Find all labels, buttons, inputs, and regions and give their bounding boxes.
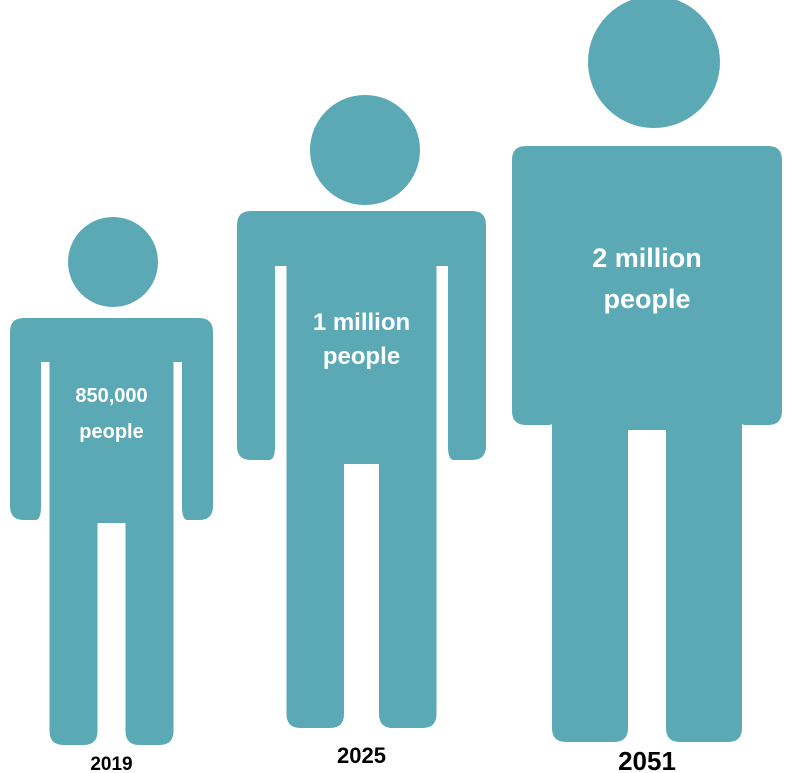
year-label-2019: 2019: [90, 754, 132, 773]
person-label-2051-line-2: people: [603, 284, 690, 314]
person-label-2025-line-1: 1 million: [313, 309, 410, 336]
person-label-2025-line-2: people: [323, 343, 400, 370]
person-body-2051: [512, 146, 782, 742]
person-label-2019-line-1: 850,000: [75, 385, 147, 407]
person-body-2019: [10, 318, 213, 745]
person-figure-2019: 850,000 people 2019: [10, 217, 213, 773]
person-figure-2051: 2 million people 2051: [512, 0, 782, 773]
person-head-2025: [310, 95, 420, 205]
year-label-2051: 2051: [618, 746, 676, 773]
year-label-2025: 2025: [337, 743, 386, 768]
person-head-2051: [588, 0, 720, 128]
person-head-2019: [68, 217, 158, 307]
person-label-2019-line-2: people: [79, 421, 143, 443]
person-label-2051-line-1: 2 million: [592, 243, 702, 273]
person-body-2025: [237, 211, 486, 728]
person-figure-2025: 1 million people 2025: [237, 95, 486, 768]
